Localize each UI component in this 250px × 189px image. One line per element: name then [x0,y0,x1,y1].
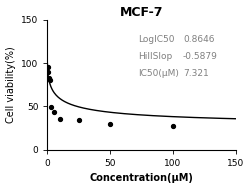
X-axis label: Concentration(μM): Concentration(μM) [90,174,194,184]
Text: 7.321: 7.321 [183,69,209,78]
Text: IC50(μM): IC50(μM) [138,69,179,78]
Title: MCF-7: MCF-7 [120,5,163,19]
Text: LogIC50: LogIC50 [138,35,174,44]
Text: 0.8646: 0.8646 [183,35,214,44]
Text: -0.5879: -0.5879 [183,52,218,61]
Text: HillSlop: HillSlop [138,52,172,61]
Y-axis label: Cell viability(%): Cell viability(%) [6,46,16,123]
